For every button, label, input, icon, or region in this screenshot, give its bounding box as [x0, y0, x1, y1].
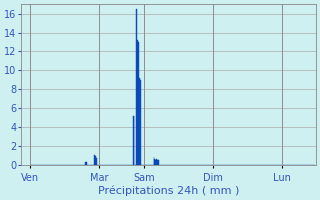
Bar: [85, 162, 86, 165]
Bar: [96, 158, 97, 165]
Bar: [157, 160, 158, 165]
Bar: [132, 116, 133, 165]
Bar: [133, 116, 134, 165]
Bar: [154, 157, 155, 165]
Bar: [138, 42, 139, 165]
Bar: [140, 80, 141, 165]
X-axis label: Précipitations 24h ( mm ): Précipitations 24h ( mm ): [98, 185, 239, 196]
Bar: [136, 9, 137, 165]
Bar: [156, 159, 157, 165]
Bar: [139, 78, 140, 165]
Bar: [137, 40, 138, 165]
Bar: [86, 162, 87, 165]
Bar: [95, 156, 96, 165]
Bar: [155, 159, 156, 165]
Bar: [158, 160, 159, 165]
Bar: [94, 155, 95, 165]
